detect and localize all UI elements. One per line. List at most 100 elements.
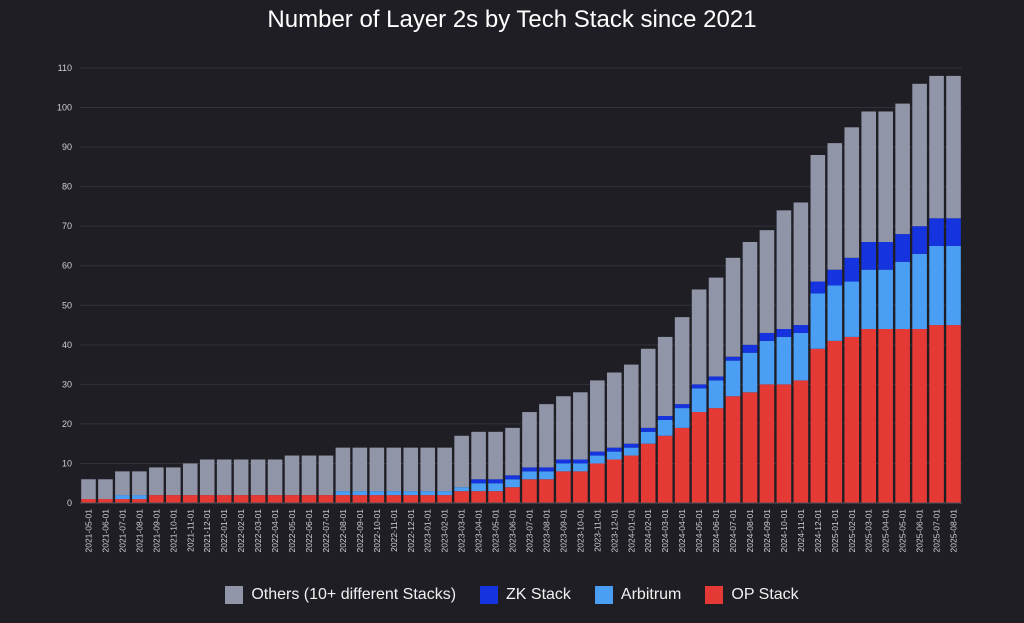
bar-segment-arbitrum <box>488 483 503 492</box>
bar-segment-others-10-different-stacks <box>505 427 520 476</box>
bar-segment-op-stack <box>674 427 690 503</box>
x-tick-label: 2023-09-01 <box>558 509 568 553</box>
bar-segment-op-stack <box>708 408 724 503</box>
x-tick-label: 2024-07-01 <box>728 509 738 553</box>
y-tick-label: 110 <box>58 63 72 73</box>
bar-segment-zk-stack <box>946 218 961 246</box>
x-tick-label: 2025-03-01 <box>864 509 874 553</box>
bar-segment-op-stack <box>199 495 215 503</box>
x-tick-label: 2024-08-01 <box>745 509 755 553</box>
bar-segment-others-10-different-stacks <box>149 467 164 496</box>
bar-segment-arbitrum <box>861 269 877 329</box>
bar-segment-others-10-different-stacks <box>115 471 130 496</box>
bar-segment-others-10-different-stacks <box>946 75 961 219</box>
x-tick-label: 2023-06-01 <box>508 509 518 553</box>
bar-segment-arbitrum <box>403 491 419 496</box>
legend-item-zk-stack[interactable]: ZK Stack <box>480 586 571 604</box>
x-tick-label: 2022-02-01 <box>236 509 246 553</box>
bar-segment-others-10-different-stacks <box>488 431 503 480</box>
x-tick-label: 2021-06-01 <box>100 509 110 553</box>
legend-item-op-stack[interactable]: OP Stack <box>705 586 799 604</box>
bar-segment-others-10-different-stacks <box>674 317 690 405</box>
x-tick-label: 2023-11-01 <box>592 509 602 552</box>
bar-segment-arbitrum <box>912 253 927 329</box>
bar-segment-others-10-different-stacks <box>691 289 707 385</box>
bar-segment-op-stack <box>827 340 843 503</box>
legend: Others (10+ different Stacks) ZK Stack A… <box>0 586 1024 604</box>
x-tick-label: 2023-02-01 <box>440 509 450 553</box>
bar-segment-others-10-different-stacks <box>335 447 351 492</box>
bar-segment-op-stack <box>657 435 673 503</box>
y-tick-label: 0 <box>67 498 72 508</box>
bar-segment-others-10-different-stacks <box>844 127 860 258</box>
bar-segment-op-stack <box>386 495 402 503</box>
bar-segment-op-stack <box>759 384 775 503</box>
bar-segment-arbitrum <box>556 463 571 472</box>
bar-segment-arbitrum <box>606 451 622 460</box>
bar-segment-arbitrum <box>776 336 792 385</box>
x-tick-label: 2024-02-01 <box>643 509 653 553</box>
bar-segment-arbitrum <box>420 491 436 496</box>
bar-segment-zk-stack <box>759 332 775 341</box>
x-tick-label: 2021-07-01 <box>117 509 127 553</box>
bar-segment-zk-stack <box>912 226 927 254</box>
bar-segment-op-stack <box>742 392 758 503</box>
bar-segment-zk-stack <box>522 467 537 472</box>
bar-segment-zk-stack <box>725 356 741 361</box>
bar-segment-zk-stack <box>606 447 622 452</box>
legend-swatch-others <box>225 586 244 604</box>
x-tick-label: 2023-07-01 <box>524 509 534 553</box>
bar-segment-others-10-different-stacks <box>318 455 334 496</box>
bar-segment-op-stack <box>318 495 334 503</box>
legend-item-others[interactable]: Others (10+ different Stacks) <box>225 586 456 604</box>
x-tick-label: 2025-07-01 <box>932 509 942 553</box>
bar-segment-op-stack <box>301 495 317 503</box>
x-tick-label: 2022-09-01 <box>355 509 365 553</box>
bar-segment-op-stack <box>488 491 503 503</box>
bar-segment-op-stack <box>81 499 96 503</box>
bar-segment-zk-stack <box>471 479 486 484</box>
x-tick-label: 2024-10-01 <box>779 509 789 553</box>
bar-segment-op-stack <box>420 495 436 503</box>
x-tick-label: 2021-05-01 <box>83 509 93 553</box>
legend-label-others: Others (10+ different Stacks) <box>251 586 457 603</box>
x-tick-label: 2024-11-01 <box>796 509 806 552</box>
bar-segment-zk-stack <box>590 451 605 456</box>
y-tick-label: 10 <box>62 458 72 468</box>
bar-segment-op-stack <box>250 495 266 503</box>
bar-segment-others-10-different-stacks <box>386 447 402 492</box>
bar-segment-zk-stack <box>708 376 724 381</box>
x-tick-label: 2022-06-01 <box>304 509 314 553</box>
bar-segment-arbitrum <box>657 419 673 436</box>
bar-segment-others-10-different-stacks <box>742 242 758 345</box>
bar-segment-op-stack <box>437 495 452 503</box>
bar-segment-arbitrum <box>793 332 809 381</box>
bar-segment-others-10-different-stacks <box>81 479 96 500</box>
bar-segment-op-stack <box>471 491 486 503</box>
bar-segment-arbitrum <box>437 491 452 496</box>
legend-item-arbitrum[interactable]: Arbitrum <box>594 586 681 604</box>
bar-segment-arbitrum <box>640 431 656 444</box>
bar-segment-zk-stack <box>810 281 826 294</box>
bar-segment-op-stack <box>776 384 792 503</box>
legend-label-zk-stack: ZK Stack <box>506 586 571 603</box>
legend-swatch-arbitrum <box>594 586 613 604</box>
y-tick-label: 30 <box>62 379 72 389</box>
bar-segment-others-10-different-stacks <box>929 75 944 219</box>
bar-segment-others-10-different-stacks <box>165 467 181 496</box>
x-tick-label: 2023-10-01 <box>575 509 585 553</box>
chart-title: Number of Layer 2s by Tech Stack since 2… <box>267 6 757 33</box>
y-tick-label: 80 <box>62 182 72 192</box>
bar-segment-arbitrum <box>573 463 588 472</box>
bar-segment-others-10-different-stacks <box>284 455 300 496</box>
y-tick-label: 40 <box>62 340 72 350</box>
x-tick-label: 2024-03-01 <box>660 509 670 553</box>
bar-segment-arbitrum <box>454 487 469 492</box>
bar-segment-arbitrum <box>471 483 486 492</box>
y-tick-label: 90 <box>62 142 72 152</box>
x-tick-label: 2023-05-01 <box>491 509 501 553</box>
bar-segment-zk-stack <box>861 242 877 270</box>
bar-segment-op-stack <box>352 495 368 503</box>
bar-segment-op-stack <box>912 329 927 503</box>
x-tick-label: 2024-06-01 <box>711 509 721 553</box>
